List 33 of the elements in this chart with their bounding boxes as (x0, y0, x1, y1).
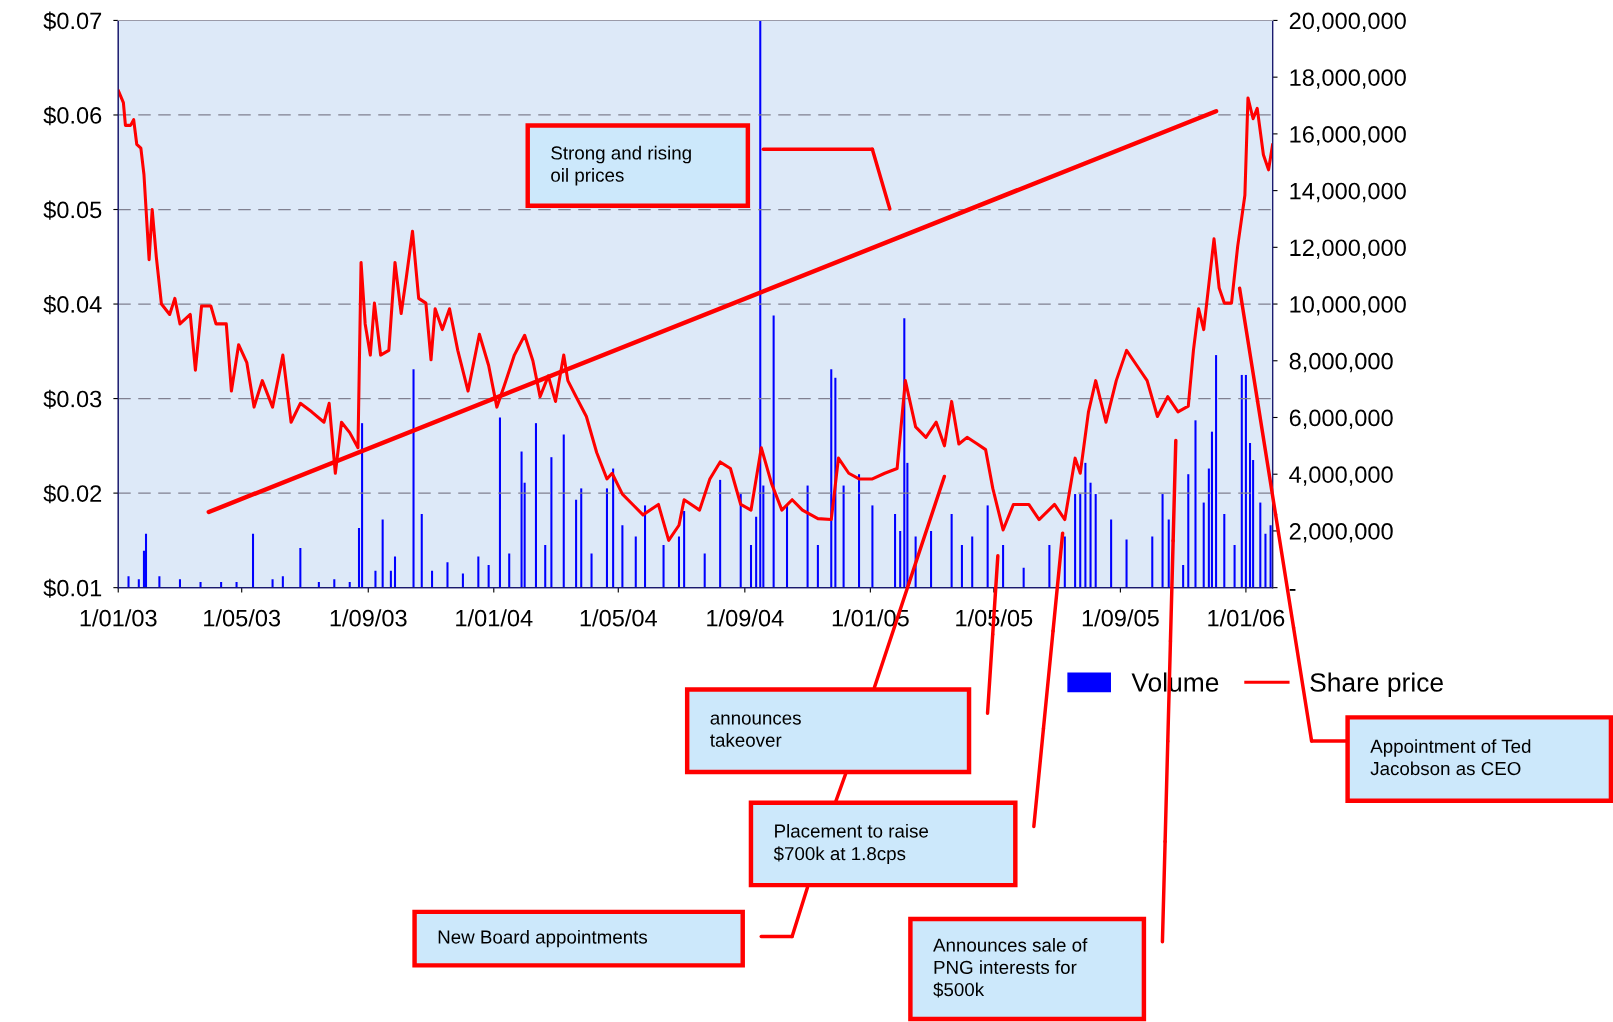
text: Placement to raise $700k at 1.8cps (773, 823, 929, 864)
y-tick-label: $0.07 (43, 11, 102, 31)
legend-label: Share price (1310, 672, 1443, 698)
text: New Board appointments (438, 929, 648, 948)
y2-tick-label: 4,000,000 (1289, 466, 1393, 486)
y2-tick-label: 20,000,000 (1289, 12, 1406, 33)
x-tick-label: 1/09/04 (707, 609, 784, 627)
y-tick-label: $0.06 (43, 106, 102, 126)
y-tick-label: $0.03 (43, 389, 102, 409)
y2-tick-label: 12,000,000 (1290, 239, 1406, 259)
y2-tick-label: 2,000,000 (1289, 523, 1393, 543)
x-tick-label: 1/01/04 (456, 609, 533, 627)
y-tick-label: $0.01 (43, 578, 102, 598)
text: Appointment of Ted Jacobson as CEO (1370, 739, 1531, 776)
x-tick-label: 1/09/05 (1082, 609, 1159, 627)
y2-tick-label: - (1289, 589, 1296, 591)
y2-tick-label: 10,000,000 (1290, 296, 1406, 316)
y-tick-label: $0.04 (43, 295, 102, 315)
y2-tick-label: 8,000,000 (1289, 352, 1393, 373)
y-tick-label: $0.05 (43, 200, 102, 220)
x-tick-label: 1/05/03 (204, 609, 281, 627)
y2-tick-label: 6,000,000 (1289, 409, 1393, 430)
x-tick-label: 1/01/03 (80, 609, 157, 627)
y2-tick-label: 18,000,000 (1290, 69, 1406, 89)
y-tick-label: $0.02 (43, 484, 102, 504)
annotation: Strong and rising oil prices (551, 145, 691, 186)
text: Announces sale of PNG interests for $500k (933, 938, 1088, 998)
y2-tick-label: 14,000,000 (1290, 182, 1406, 203)
y2-tick-label: 16,000,000 (1290, 125, 1406, 146)
text: announces takeover (710, 714, 801, 747)
x-tick-label: 1/09/03 (330, 609, 407, 627)
x-tick-label: 1/05/04 (580, 609, 657, 627)
x-tick-label: 1/01/06 (1208, 609, 1285, 627)
